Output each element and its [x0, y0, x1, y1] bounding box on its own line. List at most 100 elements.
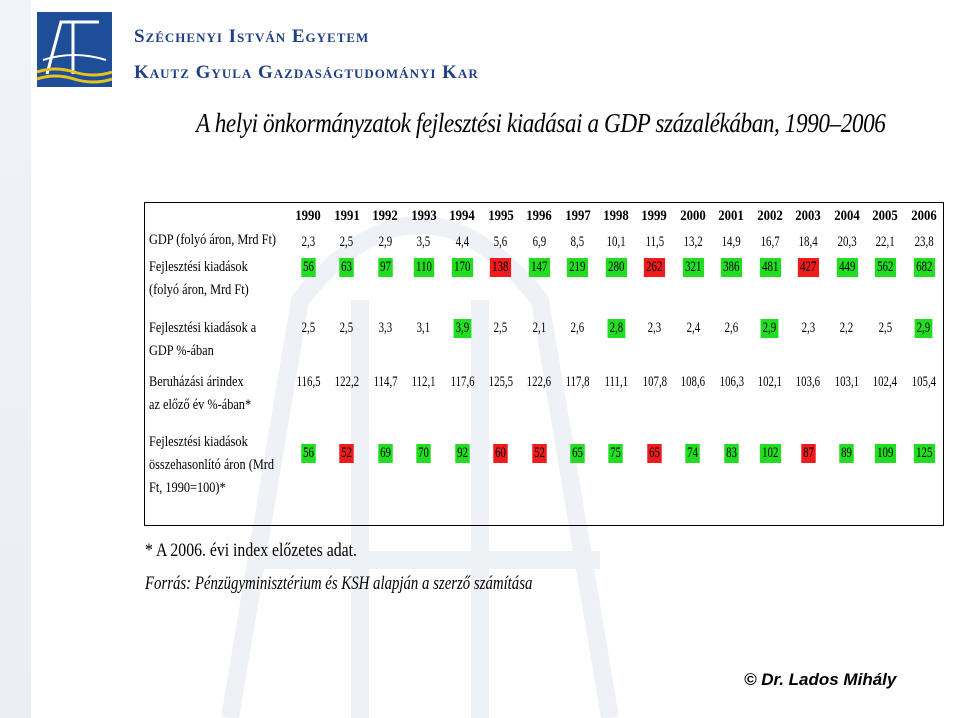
cell-value: 10,1 — [604, 233, 628, 252]
highlighted-value-green: 321 — [682, 257, 704, 277]
year-header-label: 1999 — [641, 207, 668, 224]
data-table-container: 1990 1991 1992 1993 1994 1995 1996 1997 1998 1999… — [144, 202, 944, 526]
table-cell: 87 — [789, 431, 827, 525]
table-cell: 2,1 — [520, 317, 558, 371]
year-header: 2005 — [866, 203, 904, 229]
table-cell: 147 — [520, 256, 558, 317]
cell-text: 3,1 — [416, 319, 431, 336]
highlighted-value-red: 52 — [531, 444, 547, 464]
cell-value: 16,7 — [758, 233, 782, 252]
cell-text: 52 — [533, 445, 545, 462]
table-cell: 11,5 — [635, 229, 673, 256]
cell-text: 2,5 — [301, 319, 316, 336]
table-cell: 8,5 — [558, 229, 596, 256]
cell-text: 106,3 — [719, 373, 744, 390]
table-cell: 117,8 — [558, 371, 596, 432]
highlighted-value-green: 2,8 — [607, 318, 625, 338]
cell-text: 2,6 — [570, 319, 585, 336]
year-header: 1992 — [366, 203, 404, 229]
cell-text: 8,5 — [570, 233, 585, 250]
cell-value: 2,1 — [530, 319, 548, 338]
cell-text: 87 — [802, 445, 814, 462]
table-cell: 280 — [597, 256, 635, 317]
year-header-label: 1997 — [564, 207, 591, 224]
cell-text: 5,6 — [493, 233, 508, 250]
table-cell: 89 — [828, 431, 866, 525]
table-cell: 60 — [481, 431, 519, 525]
cell-value: 4,4 — [453, 233, 471, 252]
table-cell: 69 — [366, 431, 404, 525]
cell-text: 18,4 — [798, 233, 818, 250]
table-cell: 103,6 — [789, 371, 827, 432]
source-note: Forrás: Pénzügyminisztérium és KSH alapj… — [145, 573, 533, 594]
table-cell: 2,5 — [866, 317, 904, 371]
year-header-label: 1995 — [487, 207, 514, 224]
row-label-line: Ft, 1990=100)* — [149, 480, 226, 497]
cell-text: 122,2 — [334, 373, 359, 390]
cell-value: 2,6 — [569, 319, 587, 338]
table-row: Fejlesztési kiadások (folyó áron, Mrd Ft)… — [145, 256, 943, 317]
cell-text: 117,8 — [565, 373, 590, 390]
cell-text: 107,8 — [642, 373, 667, 390]
cell-text: 16,7 — [760, 233, 780, 250]
cell-text: 117,6 — [450, 373, 475, 390]
cell-text: 2,9 — [378, 233, 392, 250]
table-cell: 116,5 — [289, 371, 327, 432]
table-cell: 102 — [751, 431, 789, 525]
cell-text: 109 — [877, 445, 894, 462]
year-header: 1990 — [289, 203, 327, 229]
table-cell: 449 — [828, 256, 866, 317]
cell-text: 23,8 — [914, 233, 934, 250]
table-cell: 102,1 — [751, 371, 789, 432]
year-header: 2002 — [751, 203, 789, 229]
table-cell: 65 — [635, 431, 673, 525]
highlighted-value-green: 102 — [759, 444, 781, 464]
highlighted-value-red: 60 — [493, 444, 508, 464]
table-cell: 3,3 — [366, 317, 404, 371]
table-cell: 107,8 — [635, 371, 673, 432]
year-header: 1998 — [597, 203, 635, 229]
table-cell: 97 — [366, 256, 404, 317]
table-cell: 2,8 — [597, 317, 635, 371]
row-label: Fejlesztési kiadások összehasonlító áron … — [145, 431, 289, 525]
cell-text: 89 — [841, 445, 853, 462]
cell-text: 262 — [646, 258, 663, 275]
cell-text: 65 — [649, 445, 660, 462]
table-cell: 2,9 — [905, 317, 944, 371]
cell-text: 147 — [530, 258, 548, 275]
cell-value: 108,6 — [678, 373, 708, 392]
highlighted-value-green: 481 — [759, 257, 781, 277]
cell-text: 4,4 — [455, 233, 469, 250]
highlighted-value-green: 75 — [608, 444, 624, 464]
cell-value: 103,6 — [793, 373, 823, 392]
cell-text: 112,1 — [411, 373, 436, 390]
table-cell: 22,1 — [866, 229, 904, 256]
cell-value: 23,8 — [912, 233, 936, 252]
table-cell: 4,4 — [443, 229, 481, 256]
table-cell: 63 — [327, 256, 365, 317]
cell-value: 106,3 — [716, 373, 746, 392]
year-header: 2003 — [789, 203, 827, 229]
cell-text: 125,5 — [488, 373, 513, 390]
table-cell: 321 — [674, 256, 712, 317]
table-cell: 2,5 — [289, 317, 327, 371]
university-logo-icon — [37, 12, 112, 87]
year-header: 2000 — [674, 203, 712, 229]
table-row: GDP (folyó áron, Mrd Ft) 2,3 2,5 2,9 3,5 4,4 5… — [145, 229, 943, 256]
university-name: Széchenyi István Egyetem Kautz Gyula Gaz… — [134, 26, 479, 84]
cell-text: 2,3 — [301, 233, 316, 250]
cell-text: 70 — [418, 445, 430, 462]
cell-text: 122,6 — [526, 373, 552, 390]
row-label-line: Fejlesztési kiadások — [149, 258, 248, 275]
table-cell: 138 — [481, 256, 519, 317]
row-label-line: (folyó áron, Mrd Ft) — [149, 281, 249, 298]
cell-text: 20,3 — [837, 233, 857, 250]
table-cell: 105,4 — [905, 371, 944, 432]
table-cell: 14,9 — [712, 229, 750, 256]
year-header-label: 2000 — [680, 207, 706, 224]
cell-value: 103,1 — [832, 373, 862, 392]
table-cell: 219 — [558, 256, 596, 317]
table-cell: 2,9 — [751, 317, 789, 371]
cell-value: 112,1 — [409, 373, 439, 392]
